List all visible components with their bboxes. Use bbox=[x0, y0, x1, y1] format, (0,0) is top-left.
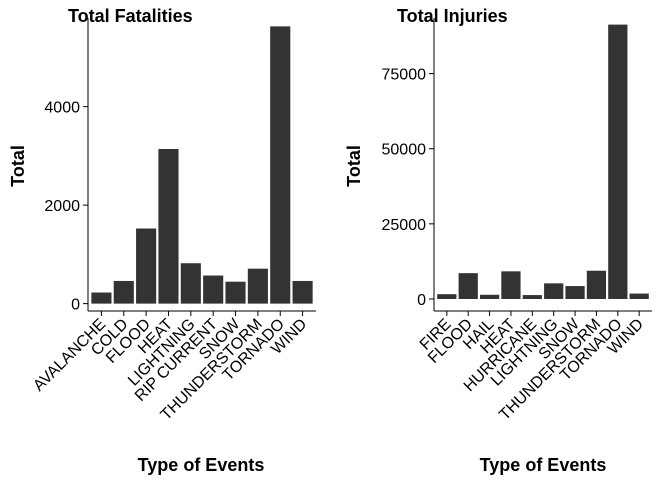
fatalities-panel: Total Fatalities Total Type of Events 0 2… bbox=[8, 6, 316, 475]
fatalities-bar-snow bbox=[225, 281, 246, 304]
injuries-y-tick-label: 50000 bbox=[382, 142, 427, 159]
fatalities-bar-tornado bbox=[270, 26, 291, 304]
injuries-bar-hurricane bbox=[522, 295, 542, 299]
fatalities-bars bbox=[91, 26, 313, 304]
injuries-bar-lightning bbox=[544, 283, 564, 299]
injuries-bar-snow bbox=[565, 286, 585, 299]
fatalities-bar-lightning bbox=[180, 263, 201, 304]
fatalities-chart-title: Total Fatalities bbox=[68, 6, 193, 26]
injuries-panel: Total Injuries Total Type of Events 0 250… bbox=[344, 6, 652, 475]
fatalities-x-axis-title: Type of Events bbox=[138, 455, 265, 475]
injuries-y-tick-label: 0 bbox=[417, 292, 426, 309]
injuries-bar-wind bbox=[629, 293, 649, 299]
injuries-bars bbox=[437, 24, 649, 299]
injuries-y-tick-label: 75000 bbox=[382, 67, 427, 84]
fatalities-y-axis-title: Total bbox=[8, 145, 28, 187]
injuries-bar-flood bbox=[458, 273, 478, 299]
fatalities-bar-avalanche bbox=[91, 292, 112, 304]
fatalities-bar-wind bbox=[292, 280, 313, 304]
fatalities-bar-thunderstorm bbox=[247, 268, 268, 304]
fatalities-y-tick-label: 4000 bbox=[44, 100, 80, 117]
injuries-bar-hail bbox=[479, 294, 500, 299]
injuries-bar-tornado bbox=[608, 24, 628, 299]
injuries-bar-heat bbox=[501, 271, 521, 299]
fatalities-bar-flood bbox=[136, 228, 157, 304]
fatalities-y-tick-label: 2000 bbox=[44, 198, 80, 215]
fatalities-bar-cold bbox=[113, 280, 134, 304]
fatalities-bar-rip-current bbox=[203, 275, 224, 304]
injuries-y-axis-title: Total bbox=[344, 145, 364, 187]
injuries-bar-fire bbox=[437, 294, 457, 299]
injuries-x-axis-title: Type of Events bbox=[480, 455, 607, 475]
injuries-chart-title: Total Injuries bbox=[397, 6, 508, 26]
fatalities-y-tick-label: 0 bbox=[71, 297, 80, 314]
injuries-y-tick-label: 25000 bbox=[382, 217, 427, 234]
fatalities-bar-heat bbox=[158, 148, 179, 304]
injuries-bar-thunderstorm bbox=[586, 270, 607, 299]
